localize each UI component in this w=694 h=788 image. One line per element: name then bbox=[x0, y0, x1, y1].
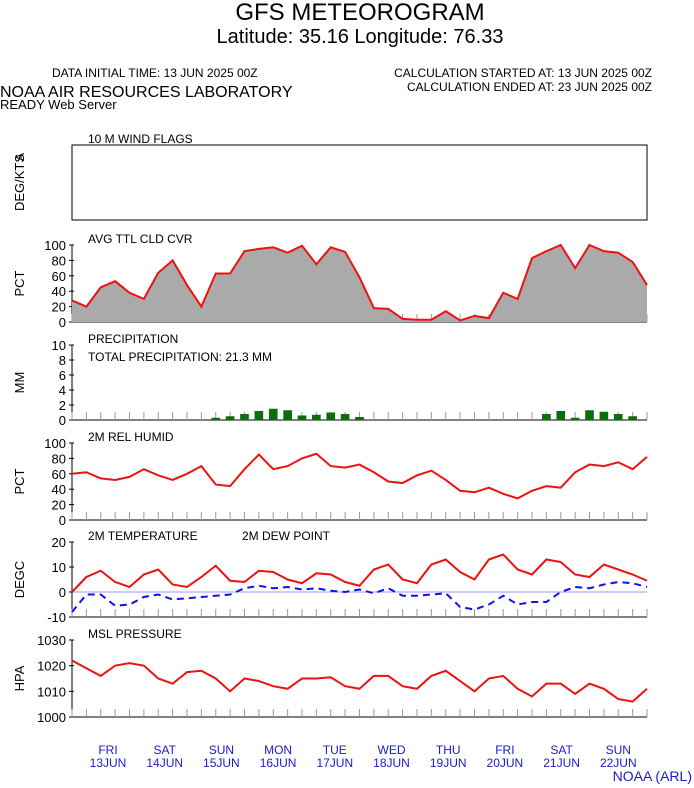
cloud-area bbox=[72, 245, 647, 322]
day-weekday: WED bbox=[378, 743, 406, 757]
panel-title: AVG TTL CLD CVR bbox=[88, 232, 193, 246]
y-tick-label: 100 bbox=[44, 436, 66, 451]
y-tick-label: 10 bbox=[52, 560, 66, 575]
y-tick-label: 100 bbox=[44, 238, 66, 253]
precip-bar bbox=[297, 415, 307, 420]
precip-bar bbox=[355, 417, 364, 420]
y-tick-label: 8 bbox=[59, 353, 66, 368]
y-tick-label: 0 bbox=[59, 315, 66, 330]
credit: NOAA (ARL) bbox=[613, 768, 692, 784]
y-tick-label: 60 bbox=[52, 269, 66, 284]
y-tick-label: 4 bbox=[59, 383, 66, 398]
y-tick-label: 1010 bbox=[37, 684, 66, 699]
precip-bar bbox=[628, 416, 637, 420]
panel-title: 2M REL HUMID bbox=[88, 430, 174, 444]
day-date: 21JUN bbox=[543, 756, 580, 770]
y-tick-label: 1000 bbox=[37, 710, 66, 725]
precip-bar bbox=[585, 410, 594, 420]
precip-bar bbox=[542, 414, 551, 420]
day-weekday: THU bbox=[436, 743, 461, 757]
precip-bar bbox=[599, 411, 609, 420]
day-date: 14JUN bbox=[146, 756, 183, 770]
day-date: 16JUN bbox=[260, 756, 297, 770]
y-tick-label: 60 bbox=[52, 467, 66, 482]
server: READY Web Server bbox=[0, 97, 117, 112]
y-axis-label: PCT bbox=[12, 468, 27, 494]
day-date: 20JUN bbox=[487, 756, 524, 770]
precip-bar bbox=[211, 417, 221, 420]
panel-title: PRECIPITATION bbox=[88, 332, 178, 346]
day-date: 18JUN bbox=[373, 756, 410, 770]
y-tick-label: 0 bbox=[59, 585, 66, 600]
y-tick-label: 1030 bbox=[37, 633, 66, 648]
day-date: 19JUN bbox=[430, 756, 467, 770]
init-time: DATA INITIAL TIME: 13 JUN 2025 00Z bbox=[52, 66, 258, 80]
y-tick-label: 6 bbox=[59, 368, 66, 383]
precip-bar bbox=[268, 408, 278, 420]
y-tick-label: 40 bbox=[52, 284, 66, 299]
calc-started: CALCULATION STARTED AT: 13 JUN 2025 00Z bbox=[394, 66, 652, 80]
day-weekday: SUN bbox=[209, 743, 234, 757]
legend-entry: 2M DEW POINT bbox=[242, 529, 331, 543]
precip-bar bbox=[570, 417, 580, 420]
day-weekday: FRI bbox=[495, 743, 514, 757]
y-tick-label: 2 bbox=[59, 398, 66, 413]
y-tick-label: 0 bbox=[59, 513, 66, 528]
y-axis-label: MM bbox=[12, 372, 27, 394]
y-tick-label: 20 bbox=[52, 300, 66, 315]
precip-bar bbox=[225, 416, 235, 420]
precip-bar bbox=[312, 414, 321, 420]
y-axis-label: HPA bbox=[12, 665, 27, 691]
panel-frame bbox=[72, 542, 647, 617]
precip-bar bbox=[340, 414, 350, 420]
panel-frame bbox=[72, 443, 647, 520]
day-date: 22JUN bbox=[600, 756, 637, 770]
day-weekday: TUE bbox=[323, 743, 347, 757]
precip-bar bbox=[283, 410, 292, 420]
y-axis-label: DEG/KTS bbox=[12, 154, 27, 211]
day-weekday: FRI bbox=[98, 743, 117, 757]
y-axis-note: A bbox=[13, 153, 27, 161]
annotation: TOTAL PRECIPITATION: 21.3 MM bbox=[88, 350, 272, 364]
y-tick-label: 1020 bbox=[37, 659, 66, 674]
y-tick-label: -10 bbox=[47, 610, 66, 625]
y-tick-label: 40 bbox=[52, 482, 66, 497]
series-line bbox=[71, 580, 648, 613]
day-weekday: SAT bbox=[153, 743, 176, 757]
precip-bar bbox=[254, 411, 264, 420]
y-tick-label: 20 bbox=[52, 535, 66, 550]
precip-bar bbox=[613, 414, 623, 420]
panel-title: MSL PRESSURE bbox=[88, 627, 182, 641]
day-weekday: SAT bbox=[550, 743, 573, 757]
day-date: 17JUN bbox=[316, 756, 353, 770]
precip-bar bbox=[326, 412, 336, 420]
y-tick-label: 80 bbox=[52, 451, 66, 466]
precip-bar bbox=[556, 411, 566, 420]
day-weekday: MON bbox=[264, 743, 292, 757]
day-date: 15JUN bbox=[203, 756, 240, 770]
precip-bar bbox=[240, 414, 249, 420]
series-line bbox=[71, 452, 648, 500]
y-tick-label: 20 bbox=[52, 498, 66, 513]
title: GFS METEOROGRAM bbox=[235, 0, 484, 26]
series-line bbox=[71, 659, 648, 703]
organization: NOAA AIR RESOURCES LABORATORY bbox=[0, 84, 293, 101]
y-axis-label: DEGC bbox=[12, 561, 27, 599]
y-tick-label: 80 bbox=[52, 253, 66, 268]
panel-frame bbox=[71, 144, 648, 221]
series-line bbox=[71, 553, 648, 593]
day-weekday: SUN bbox=[606, 743, 631, 757]
y-tick-label: 0 bbox=[59, 413, 66, 428]
subtitle: Latitude: 35.16 Longitude: 76.33 bbox=[217, 26, 504, 48]
day-date: 13JUN bbox=[90, 756, 127, 770]
panel-title: 10 M WIND FLAGS bbox=[88, 132, 193, 146]
calc-ended: CALCULATION ENDED AT: 23 JUN 2025 00Z bbox=[407, 80, 652, 94]
legend-entry: 2M TEMPERATURE bbox=[88, 529, 198, 543]
y-tick-label: 10 bbox=[52, 338, 66, 353]
y-axis-label: PCT bbox=[12, 270, 27, 296]
series-line bbox=[71, 243, 648, 322]
